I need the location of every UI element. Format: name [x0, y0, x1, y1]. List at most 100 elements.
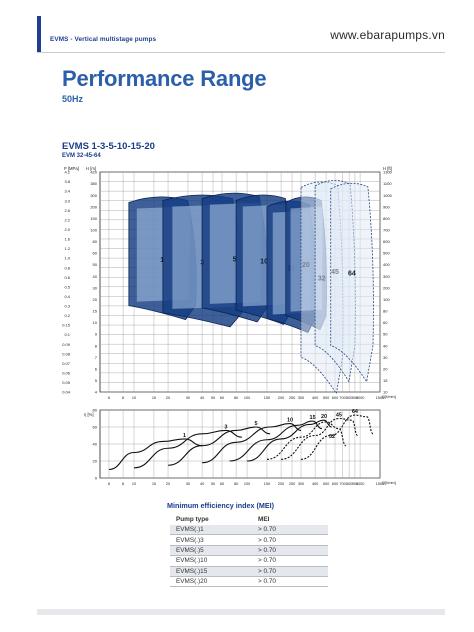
- page-subtitle: 50Hz: [62, 94, 84, 104]
- efficiency-xtick: 150: [264, 482, 270, 486]
- mei-pump-type: EVMS(.)10: [170, 555, 252, 567]
- performance-ytick-mpa: 0.4: [64, 294, 70, 299]
- performance-ytick-ft: 10: [383, 390, 388, 395]
- performance-ytick-ft: 30: [383, 355, 388, 360]
- efficiency-xtick: 600: [332, 482, 338, 486]
- efficiency-curve-label: 15: [310, 415, 316, 421]
- performance-xtick: 100: [244, 396, 250, 400]
- performance-ytick-mpa: 0.1: [64, 332, 70, 337]
- efficiency-xtick: 80: [234, 482, 238, 486]
- performance-xtick: 500: [323, 396, 329, 400]
- efficiency-curve-label: 3: [224, 424, 227, 430]
- performance-ytick-mpa: 3.0: [64, 198, 70, 203]
- performance-xtick: 50: [211, 396, 215, 400]
- performance-band-label: 1: [160, 257, 164, 264]
- performance-ytick-ft: 1100: [383, 181, 392, 186]
- efficiency-curve-32: [266, 421, 347, 460]
- performance-ytick-m: 4: [95, 390, 98, 395]
- performance-ytick-m: 30: [93, 285, 98, 290]
- performance-ytick-m: 9: [95, 332, 98, 337]
- performance-xtick: 6: [108, 396, 110, 400]
- efficiency-curve-label: 10: [287, 418, 293, 424]
- performance-xtick: 1500: [376, 396, 384, 400]
- efficiency-xtick: 700: [339, 482, 345, 486]
- performance-band-label: 10: [260, 258, 268, 265]
- performance-xtick: 250: [289, 396, 295, 400]
- performance-ytick-m: 200: [90, 204, 97, 209]
- efficiency-xtick: 6: [108, 482, 110, 486]
- efficiency-curve-label: 5: [254, 421, 257, 427]
- performance-ytick-m: 20: [93, 297, 98, 302]
- efficiency-curve-10: [202, 423, 302, 464]
- mei-table-header-row: Pump type MEI: [170, 513, 328, 525]
- performance-ytick-ft: 1300: [383, 170, 393, 175]
- efficiency-xtick: 8: [122, 482, 124, 486]
- performance-ytick-mpa: 1.0: [64, 256, 70, 261]
- mei-value: > 0.70: [252, 525, 328, 536]
- table-row: EVMS(.)10 > 0.70: [170, 555, 328, 567]
- efficiency-xtick: 800: [346, 482, 352, 486]
- efficiency-curve-3: [133, 429, 242, 469]
- header-website-link[interactable]: www.ebarapumps.vn: [330, 28, 445, 42]
- table-row: EVMS(.)3 > 0.70: [170, 534, 328, 546]
- performance-ytick-ft: 1000: [383, 193, 393, 198]
- performance-ytick-m: 5: [95, 378, 98, 383]
- performance-ytick-mpa: 2.2: [64, 217, 70, 222]
- performance-band-64: [330, 182, 374, 383]
- chart-title: EVMS 1-3-5-10-15-20: [62, 141, 155, 152]
- mei-value: > 0.70: [252, 545, 328, 557]
- performance-ytick-mpa: 0.04: [62, 390, 71, 395]
- performance-xtick: 150: [264, 396, 270, 400]
- mei-pump-type: EVMS(.)1: [170, 525, 252, 536]
- efficiency-curve-label: 1: [183, 433, 186, 439]
- performance-xtick: 600: [332, 396, 338, 400]
- performance-xtick: 700: [339, 396, 345, 400]
- performance-ytick-ft: 700: [383, 227, 390, 232]
- table-row: EVMS(.)5 > 0.70: [170, 545, 328, 557]
- efficiency-xtick: 30: [186, 482, 190, 486]
- performance-yaxis-label-mpa: P [MPa]: [64, 166, 79, 171]
- performance-ytick-mpa: 1.2: [64, 246, 70, 251]
- efficiency-curve-label: 64: [352, 409, 359, 415]
- performance-ytick-mpa: 0.09: [62, 342, 71, 347]
- performance-xtick: 400: [312, 396, 318, 400]
- performance-ytick-mpa: 0.05: [62, 380, 71, 385]
- efficiency-xtick: 15: [152, 482, 156, 486]
- header-accent-bar: [37, 16, 41, 52]
- mei-table-title: Minimum efficiency index (MEI): [167, 501, 275, 510]
- efficiency-xtick: 1000: [356, 482, 364, 486]
- performance-xaxis-label: Q[l/min]: [382, 394, 396, 399]
- performance-ytick-mpa: 0.8: [64, 265, 70, 270]
- efficiency-xtick: 500: [323, 482, 329, 486]
- performance-ytick-ft: 400: [383, 262, 390, 267]
- performance-ytick-ft: 300: [383, 274, 390, 279]
- mei-value: > 0.70: [252, 555, 328, 567]
- header-divider: [37, 52, 445, 53]
- performance-ytick-m: 40: [93, 274, 98, 279]
- performance-ytick-m: 420: [90, 170, 97, 175]
- table-row: EVMS(.)15 > 0.70: [170, 566, 328, 577]
- performance-band-label: 64: [348, 270, 356, 277]
- performance-ytick-ft: 600: [383, 239, 390, 244]
- efficiency-xtick: 10: [132, 482, 136, 486]
- efficiency-curve-1: [108, 438, 203, 471]
- mei-pump-type: EVMS(.)3: [170, 534, 252, 546]
- performance-ytick-mpa: 0.6: [64, 275, 70, 280]
- efficiency-ytick: 0: [95, 476, 98, 481]
- efficiency-xtick: 60: [220, 482, 224, 486]
- performance-xtick: 30: [186, 396, 190, 400]
- mei-pump-type: EVMS(.)15: [170, 566, 252, 577]
- mei-table: Pump type MEI EVMS(.)1 > 0.70 EVMS(.)3 > 0…: [170, 513, 328, 588]
- efficiency-xtick: 50: [211, 482, 215, 486]
- performance-ytick-mpa: 3.8: [64, 179, 70, 184]
- performance-yaxis-label-m: H [m]: [86, 166, 96, 171]
- footer-bar: [37, 609, 445, 615]
- efficiency-curves: 1 3 5 10 15 20 32 45 64: [108, 409, 374, 471]
- performance-xtick: 20: [166, 396, 170, 400]
- performance-yaxis-label-ft: H [ft]: [383, 166, 392, 171]
- performance-ytick-mpa: 0.5: [64, 284, 70, 289]
- efficiency-curve-64: [300, 414, 374, 460]
- performance-ytick-ft: 900: [383, 204, 390, 209]
- performance-ytick-ft: 100: [383, 297, 390, 302]
- performance-ytick-m: 15: [93, 309, 98, 314]
